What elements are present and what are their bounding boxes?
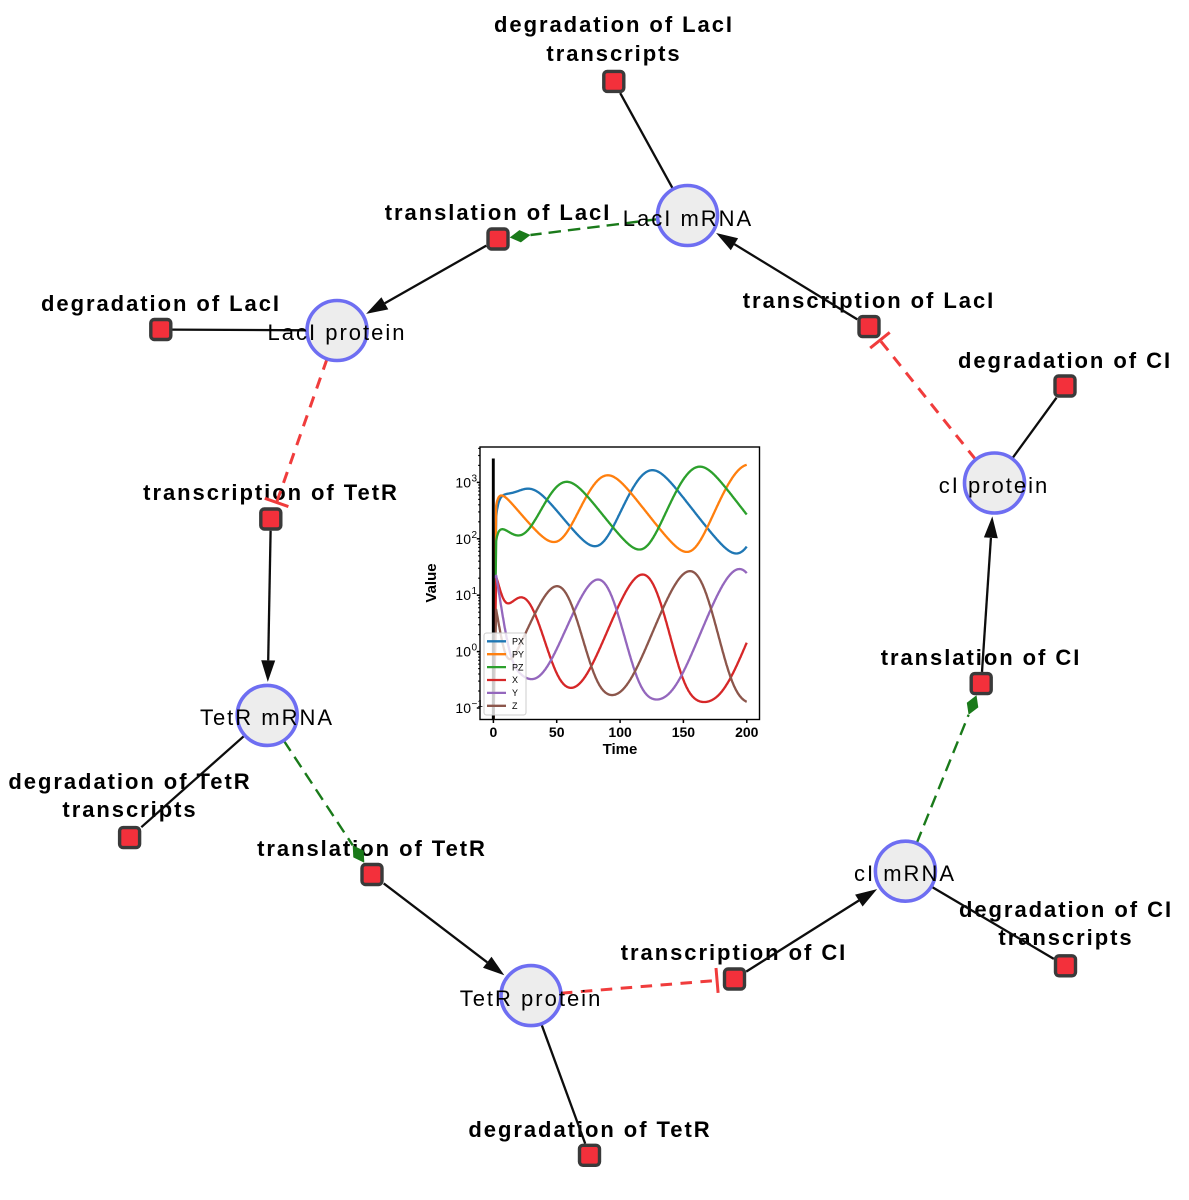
svg-text:degradation of TetR: degradation of TetR — [468, 1117, 711, 1142]
svg-text:transcripts: transcripts — [998, 925, 1133, 950]
svg-text:2: 2 — [472, 530, 478, 541]
svg-text:10: 10 — [455, 474, 471, 490]
svg-text:TetR protein: TetR protein — [460, 986, 603, 1011]
svg-text:transcription of CI: transcription of CI — [621, 940, 848, 965]
svg-text:100: 100 — [608, 724, 632, 740]
svg-text:10: 10 — [455, 587, 471, 603]
svg-text:10: 10 — [455, 644, 471, 660]
svg-text:Value: Value — [423, 563, 440, 602]
svg-text:LacI protein: LacI protein — [268, 320, 407, 345]
svg-text:1: 1 — [472, 586, 478, 597]
svg-text:transcripts: transcripts — [546, 41, 681, 66]
svg-text:0: 0 — [490, 724, 498, 740]
svg-text:150: 150 — [672, 724, 696, 740]
svg-text:transcripts: transcripts — [62, 797, 197, 822]
svg-text:3: 3 — [472, 473, 478, 484]
svg-text:TetR mRNA: TetR mRNA — [200, 705, 334, 730]
svg-text:PX: PX — [512, 637, 524, 647]
svg-text:cI protein: cI protein — [939, 473, 1050, 498]
svg-text:translation of TetR: translation of TetR — [257, 836, 487, 861]
svg-text:PZ: PZ — [512, 662, 524, 672]
svg-text:degradation of CI: degradation of CI — [959, 897, 1173, 922]
svg-text:10: 10 — [455, 531, 471, 547]
svg-text:200: 200 — [735, 724, 759, 740]
svg-text:Y: Y — [512, 688, 518, 698]
svg-text:PY: PY — [512, 649, 524, 659]
svg-text:0: 0 — [472, 643, 478, 654]
svg-text:transcription of LacI: transcription of LacI — [743, 288, 995, 313]
svg-text:−1: −1 — [472, 699, 484, 710]
svg-text:translation of LacI: translation of LacI — [385, 200, 612, 225]
svg-text:degradation of LacI: degradation of LacI — [494, 12, 734, 37]
svg-text:Z: Z — [512, 701, 518, 711]
svg-text:X: X — [512, 675, 518, 685]
svg-text:LacI mRNA: LacI mRNA — [623, 206, 753, 231]
svg-text:10: 10 — [455, 700, 471, 716]
svg-text:degradation of CI: degradation of CI — [958, 348, 1172, 373]
svg-text:Time: Time — [603, 741, 638, 758]
svg-text:degradation of TetR: degradation of TetR — [8, 769, 251, 794]
svg-text:degradation of LacI: degradation of LacI — [41, 291, 281, 316]
svg-text:cI mRNA: cI mRNA — [854, 861, 956, 886]
svg-text:translation of CI: translation of CI — [881, 645, 1082, 670]
svg-text:50: 50 — [549, 724, 565, 740]
